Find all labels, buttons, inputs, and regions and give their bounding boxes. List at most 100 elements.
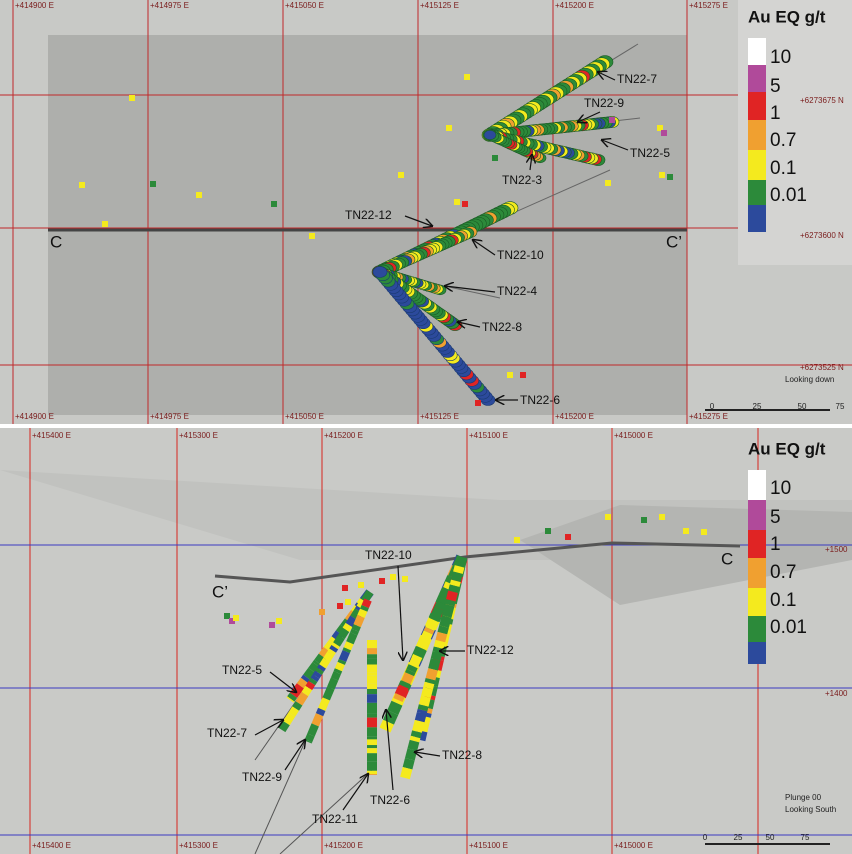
sample-point xyxy=(446,125,452,131)
sample-point xyxy=(609,117,615,123)
section-label: C xyxy=(50,232,62,251)
hole-interval xyxy=(310,674,320,682)
sample-point xyxy=(342,585,348,591)
hole-interval xyxy=(295,691,309,706)
hole-interval xyxy=(300,674,311,684)
hole-label: TN22-6 xyxy=(520,393,560,407)
hole-interval xyxy=(361,598,372,609)
hole-interval xyxy=(307,723,319,737)
northing-label: +6273675 N xyxy=(800,96,844,105)
hole-interval xyxy=(418,695,431,707)
sample-point xyxy=(224,613,230,619)
hole-interval xyxy=(413,646,426,659)
hole-interval xyxy=(359,605,369,612)
hole-interval xyxy=(372,266,388,278)
hole-label: TN22-9 xyxy=(242,770,282,784)
hole-interval xyxy=(283,712,296,726)
hole-interval xyxy=(319,657,331,669)
sample-point xyxy=(390,574,396,580)
hole-interval xyxy=(430,606,444,619)
hole-interval xyxy=(367,688,377,695)
hole-interval xyxy=(315,667,324,675)
hole-label: TN22-9 xyxy=(584,96,624,110)
northing-label: +6273525 N xyxy=(800,363,844,372)
easting-label: +415400 E xyxy=(32,841,71,850)
easting-label: +415275 E xyxy=(689,412,728,421)
scale-label: 75 xyxy=(836,402,845,411)
section-label: C’ xyxy=(212,582,228,601)
legend-label: 1 xyxy=(770,534,781,555)
section-label: C’ xyxy=(666,232,682,251)
arrow xyxy=(530,155,532,171)
arrow xyxy=(404,215,432,226)
hole-interval xyxy=(453,565,465,575)
sample-point xyxy=(507,372,513,378)
easting-label: +415000 E xyxy=(614,431,653,440)
hole-interval xyxy=(342,622,353,632)
shading xyxy=(520,505,852,605)
hole-interval xyxy=(423,626,435,635)
sample-point xyxy=(345,599,351,605)
hole-interval xyxy=(367,761,377,767)
hole-interval xyxy=(445,590,458,602)
hole-interval xyxy=(404,668,416,677)
hole-interval xyxy=(288,706,300,717)
easting-label: +415275 E xyxy=(689,1,728,10)
hole-interval xyxy=(367,753,377,762)
hole-interval xyxy=(367,675,377,684)
elevation-label: +1500 xyxy=(825,545,848,554)
plan-view: +414900 E +414975 E +415050 E +415125 E … xyxy=(0,0,852,424)
hole-interval xyxy=(483,129,497,141)
arrow xyxy=(445,286,496,293)
plan-area xyxy=(48,35,687,415)
legend-label: 10 xyxy=(770,478,791,499)
hole-interval xyxy=(444,599,456,607)
easting-label: +414975 E xyxy=(150,1,189,10)
hole-interval xyxy=(308,677,318,686)
hole-interval xyxy=(421,687,433,699)
sample-point xyxy=(605,514,611,520)
sample-point xyxy=(701,529,707,535)
hole-interval xyxy=(367,694,377,703)
arrow xyxy=(602,140,629,151)
legend-label: 5 xyxy=(770,507,781,528)
sample-point xyxy=(102,221,108,227)
legend-label: 0.7 xyxy=(770,130,796,151)
sample-point xyxy=(398,172,404,178)
hole-interval xyxy=(331,642,340,650)
easting-label: +415200 E xyxy=(555,1,594,10)
hole-interval xyxy=(367,702,377,714)
sample-point xyxy=(545,528,551,534)
hole-interval xyxy=(323,651,335,663)
hole-label: TN22-10 xyxy=(365,548,412,562)
arrow xyxy=(598,72,616,81)
easting-label: +415050 E xyxy=(285,1,324,10)
easting-label: +415300 E xyxy=(179,431,218,440)
section-view: +415400 E +415300 E +415200 E +415100 E … xyxy=(0,428,852,854)
legend-label: 0.01 xyxy=(770,185,807,206)
hole-interval xyxy=(414,711,427,723)
sample-point xyxy=(464,74,470,80)
scale-label: 50 xyxy=(766,833,775,842)
sample-point xyxy=(150,181,156,187)
hole-interval xyxy=(330,671,341,681)
legend-label: 0.1 xyxy=(770,590,796,611)
color-bar xyxy=(748,38,766,232)
sample-point xyxy=(475,400,481,406)
hole-interval xyxy=(399,680,411,689)
easting-label: +415050 E xyxy=(285,412,324,421)
arrow xyxy=(269,671,296,692)
legend-label: 1 xyxy=(770,103,781,124)
hole-interval xyxy=(437,625,449,635)
section-label: C xyxy=(721,549,733,568)
arrow xyxy=(342,774,368,811)
hole-interval xyxy=(367,766,377,771)
sample-point xyxy=(659,172,665,178)
hole-label: TN22-7 xyxy=(617,72,657,86)
hole-interval xyxy=(367,717,377,728)
hole-label: TN22-8 xyxy=(442,748,482,762)
hole-label: TN22-10 xyxy=(497,248,544,262)
hole-interval xyxy=(327,648,336,656)
hole-interval xyxy=(346,632,358,645)
